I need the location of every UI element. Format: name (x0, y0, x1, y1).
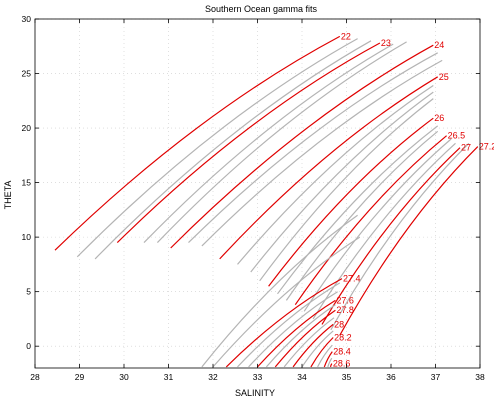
curves (54, 35, 479, 368)
curve-label-27.4: 27.4 (343, 274, 361, 284)
isopycnal-curve (94, 40, 372, 260)
isopycnal-curve (237, 85, 434, 265)
axis-ticks: 28 29 30 31 32 33 34 35 36 37 38 0 5 10 15 20 25 30 (22, 14, 485, 382)
isopycnal-curve-27 (321, 147, 461, 325)
curve-label-27.2: 27.2 (479, 142, 494, 152)
isopycnal-curve-26 (268, 117, 434, 287)
isopycnal-curve (327, 357, 333, 368)
curve-label-28: 28 (334, 319, 344, 329)
x-tick-label: 33 (253, 372, 263, 382)
x-tick-label: 29 (75, 372, 85, 382)
y-tick-label: 5 (26, 287, 31, 297)
isopycnal-curve (330, 142, 470, 331)
curve-labels: 22 23 24 25 26 26.5 27 27.2 27.4 27.627.8 28 28.2 28… (333, 31, 494, 368)
isopycnal-curve-25 (219, 76, 439, 260)
isopycnal-curve-24 (170, 44, 434, 249)
isopycnal-curve (312, 142, 456, 320)
curve-label-26: 26 (434, 113, 444, 123)
x-tick-label: 34 (297, 372, 307, 382)
chart-title: Southern Ocean gamma fits (205, 4, 318, 14)
isopycnal-curve (277, 125, 439, 295)
isopycnal-curve (212, 236, 361, 368)
y-tick-label: 25 (22, 69, 32, 79)
isopycnal-curve (283, 317, 335, 368)
y-tick-label: 10 (22, 232, 32, 242)
y-tick-label: 15 (22, 178, 32, 188)
x-tick-label: 28 (30, 372, 40, 382)
curve-label-24: 24 (434, 40, 444, 50)
curve-label-28.6: 28.6 (333, 359, 351, 369)
isopycnal-curve (259, 98, 434, 282)
isopycnal-curve (156, 41, 407, 244)
isopycnal-curve-23 (116, 42, 381, 244)
isopycnal-curve (250, 91, 434, 273)
y-tick-label: 30 (22, 14, 32, 24)
isopycnal-curve (201, 59, 443, 247)
curve-label-25: 25 (439, 72, 449, 82)
curve-label-27.6: 27.6 (336, 295, 354, 305)
curve-label-27.8: 27.8 (336, 305, 354, 315)
isopycnal-curve (76, 38, 358, 258)
x-tick-label: 36 (386, 372, 396, 382)
x-axis-label: SALINITY (235, 388, 275, 398)
isopycnal-curve-27.6 (257, 299, 336, 368)
isopycnal-curve-27.4 (225, 278, 343, 368)
x-tick-label: 37 (431, 372, 441, 382)
isopycnal-curve (317, 344, 333, 368)
curve-label-22: 22 (341, 31, 351, 41)
isopycnal-curve (301, 330, 334, 368)
curve-label-26.5: 26.5 (448, 131, 466, 141)
curve-label-28.4: 28.4 (333, 347, 351, 357)
isopycnal-curve-28.4 (323, 351, 333, 368)
isopycnal-curve (285, 130, 439, 301)
isopycnal-curve-28.2 (310, 337, 334, 368)
isopycnal-curve (303, 138, 452, 312)
isopycnal-curve (201, 214, 358, 368)
isopycnal-curve (237, 282, 341, 368)
y-axis-label: THETA (3, 181, 13, 210)
isopycnal-curve (248, 291, 338, 368)
curve-label-27: 27 (461, 143, 471, 153)
isopycnal-curve-27.8 (274, 309, 336, 368)
isopycnal-curve-26.5 (294, 135, 447, 306)
x-tick-label: 32 (208, 372, 218, 382)
isopycnal-curve (188, 52, 438, 244)
curve-label-23: 23 (381, 38, 391, 48)
isopycnal-curve-27.2 (339, 146, 479, 336)
isopycnal-curve-28 (292, 323, 334, 368)
x-tick-label: 35 (342, 372, 352, 382)
isopycnal-curve-22 (54, 35, 341, 251)
x-tick-label: 31 (164, 372, 174, 382)
isopycnal-curve (143, 43, 394, 244)
y-tick-label: 20 (22, 123, 32, 133)
isopycnal-curve-28.6 (329, 363, 333, 368)
curve-label-28.2: 28.2 (334, 332, 352, 342)
y-tick-label: 0 (26, 341, 31, 351)
x-tick-label: 38 (475, 372, 485, 382)
x-tick-label: 30 (119, 372, 129, 382)
isopycnal-curve (265, 304, 336, 368)
